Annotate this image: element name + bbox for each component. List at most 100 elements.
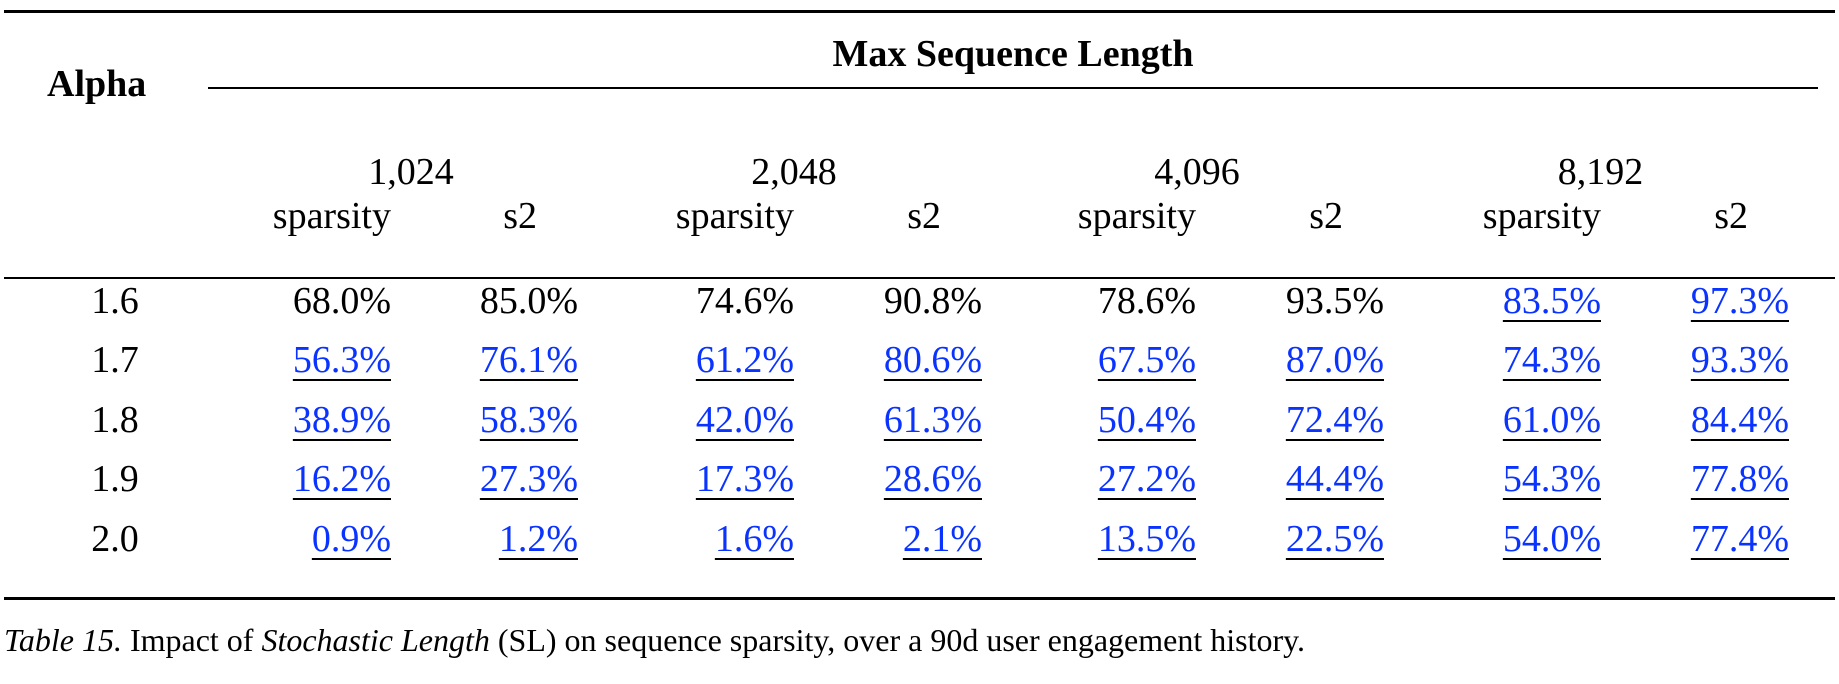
sparsity-header: sparsity [1482,195,1601,237]
alpha-value: 1.6 [91,279,139,322]
s2-cell: 28.6% [808,450,996,510]
s2-cell: 84.4% [1615,390,1803,450]
value-link[interactable]: 72.4% [1285,398,1384,441]
table-row: 1.6 68.0% 85.0% 74.6% 90.8% 78.6% 93.5% 83.5% 97… [0,271,1803,331]
metric-header-row: sparsity s2 sparsity s2 sparsity s2 spar… [0,194,1803,238]
table-row: 1.7 56.3% 76.1% 61.2% 80.6% 67.5% 87.0% 74.3% 93… [0,331,1803,391]
value-link[interactable]: 22.5% [1285,517,1384,560]
sparsity-header: sparsity [1077,195,1196,237]
caption-text: (SL) on sequence sparsity, over a 90d us… [489,622,1306,658]
sparsity-cell: 74.6% [592,271,808,331]
length-header: 8,192 [1557,151,1644,193]
value-link[interactable]: 54.0% [1502,517,1601,560]
header-rule [4,277,1835,279]
value-link[interactable]: 42.0% [695,398,794,441]
value-link[interactable]: 44.4% [1285,458,1384,501]
s2-cell: 76.1% [405,331,592,391]
value-link[interactable]: 2.1% [902,517,982,560]
value-link[interactable]: 13.5% [1097,517,1196,560]
value-link[interactable]: 1.2% [498,517,578,560]
s2-cell: 58.3% [405,390,592,450]
alpha-value: 1.8 [91,398,139,441]
s2-cell: 27.3% [405,450,592,510]
table-row: 1.9 16.2% 27.3% 17.3% 28.6% 27.2% 44.4% 54.3% 77… [0,450,1803,510]
value-link[interactable]: 84.4% [1690,398,1789,441]
caption-text: Impact of [121,622,262,658]
s2-cell: 80.6% [808,331,996,391]
s2-cell: 72.4% [1210,390,1398,450]
s2-cell: 90.8% [808,271,996,331]
sparsity-header: sparsity [675,195,794,237]
value-link[interactable]: 61.0% [1502,398,1601,441]
s2-cell: 93.5% [1210,271,1398,331]
s2-cell: 22.5% [1210,509,1398,569]
value-link[interactable]: 0.9% [311,517,391,560]
value-link[interactable]: 27.3% [479,458,578,501]
sparsity-cell: 56.3% [230,331,405,391]
s2-header: s2 [1714,195,1748,237]
value-link[interactable]: 54.3% [1502,458,1601,501]
sparsity-cell: 68.0% [230,271,405,331]
sparsity-cell: 0.9% [230,509,405,569]
alpha-value: 1.7 [91,339,139,382]
value-text: 90.8% [883,279,982,322]
value-link[interactable]: 67.5% [1097,339,1196,382]
value-link[interactable]: 97.3% [1690,279,1789,322]
alpha-value: 1.9 [91,458,139,501]
sparsity-cell: 74.3% [1398,331,1615,391]
caption-emphasis: Stochastic Length [261,622,490,658]
value-link[interactable]: 58.3% [479,398,578,441]
s2-cell: 61.3% [808,390,996,450]
value-link[interactable]: 77.8% [1690,458,1789,501]
table-caption: Table 15. Impact of Stochastic Length (S… [4,622,1305,659]
sparsity-cell: 50.4% [996,390,1210,450]
value-link[interactable]: 61.3% [883,398,982,441]
s2-cell: 97.3% [1615,271,1803,331]
table-row: 1.8 38.9% 58.3% 42.0% 61.3% 50.4% 72.4% 61.0% 84… [0,390,1803,450]
value-link[interactable]: 16.2% [292,458,391,501]
value-link[interactable]: 38.9% [292,398,391,441]
value-text: 74.6% [695,279,794,322]
sparsity-cell: 1.6% [592,509,808,569]
s2-header: s2 [907,195,941,237]
s2-cell: 87.0% [1210,331,1398,391]
length-header: 2,048 [751,151,837,193]
value-text: 85.0% [479,279,578,322]
sparsity-cell: 42.0% [592,390,808,450]
s2-header: s2 [503,195,537,237]
length-header: 1,024 [368,151,454,193]
value-link[interactable]: 87.0% [1285,339,1384,382]
sparsity-cell: 27.2% [996,450,1210,510]
sparsity-cell: 17.3% [592,450,808,510]
value-link[interactable]: 17.3% [695,458,794,501]
s2-cell: 2.1% [808,509,996,569]
s2-cell: 77.8% [1615,450,1803,510]
value-link[interactable]: 27.2% [1097,458,1196,501]
value-link[interactable]: 93.3% [1690,339,1789,382]
value-link[interactable]: 61.2% [695,339,794,382]
s2-header: s2 [1309,195,1343,237]
value-link[interactable]: 50.4% [1097,398,1196,441]
value-link[interactable]: 80.6% [883,339,982,382]
group-rule [208,87,1818,89]
value-link[interactable]: 1.6% [714,517,794,560]
value-link[interactable]: 77.4% [1690,517,1789,560]
s2-cell: 1.2% [405,509,592,569]
sparsity-cell: 16.2% [230,450,405,510]
s2-cell: 85.0% [405,271,592,331]
value-link[interactable]: 74.3% [1502,339,1601,382]
sparsity-table: 1,024 2,048 4,096 8,192 sparsity s2 spar… [0,150,1803,569]
sparsity-cell: 78.6% [996,271,1210,331]
s2-cell: 44.4% [1210,450,1398,510]
sparsity-cell: 13.5% [996,509,1210,569]
value-link[interactable]: 56.3% [292,339,391,382]
s2-cell: 77.4% [1615,509,1803,569]
value-link[interactable]: 28.6% [883,458,982,501]
sparsity-cell: 61.2% [592,331,808,391]
value-text: 68.0% [292,279,391,322]
value-text: 93.5% [1285,279,1384,322]
sparsity-cell: 83.5% [1398,271,1615,331]
value-link[interactable]: 83.5% [1502,279,1601,322]
sparsity-cell: 67.5% [996,331,1210,391]
value-link[interactable]: 76.1% [479,339,578,382]
